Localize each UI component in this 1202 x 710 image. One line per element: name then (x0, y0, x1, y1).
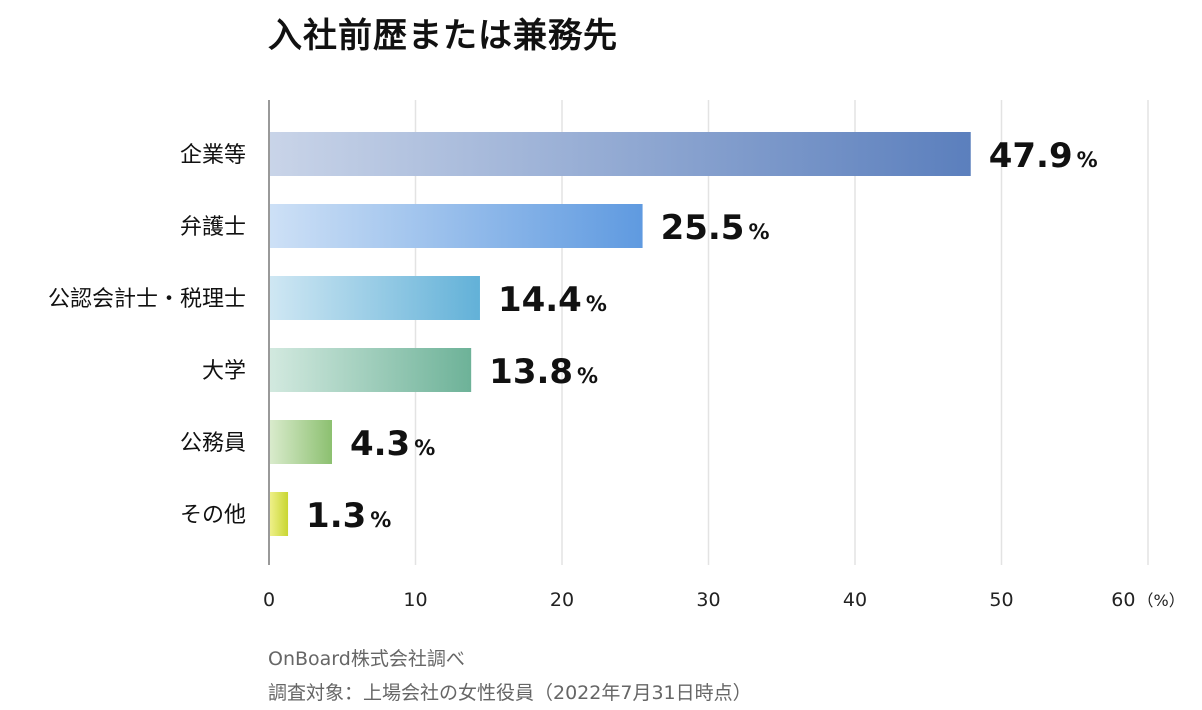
chart-title: 入社前歴または兼務先 (268, 16, 618, 56)
value-label: 14.4% (498, 280, 607, 320)
percent-sign: % (414, 436, 435, 460)
bar-5 (270, 492, 289, 536)
value-labels: 47.9 % 25.5 % 14.4 % 13.8 % 4.3 % 1.3% (306, 136, 1098, 536)
value-label: 25.5% (661, 208, 770, 248)
value-label: 1.3% (306, 496, 391, 536)
x-tick-label: 10 (403, 589, 427, 611)
percent-sign: % (370, 508, 391, 532)
value-label: 47.9% (989, 136, 1098, 176)
grid-lines (414, 100, 1149, 565)
survey-note: 調査対象：上場会社の女性役員（2022年7月31日時点） (268, 682, 752, 704)
category-label: 弁護士 (180, 215, 246, 240)
category-label: 企業等 (180, 143, 246, 168)
percent-sign: % (748, 220, 769, 244)
percent-sign: % (577, 364, 598, 388)
category-label: 公認会計士・税理士 (48, 287, 246, 312)
x-tick-label: 50 (989, 589, 1013, 611)
bar-3 (270, 348, 472, 392)
bar-4 (270, 420, 332, 464)
source-note: OnBoard株式会社調べ (268, 648, 465, 670)
bars (270, 132, 971, 536)
bar-0 (270, 132, 971, 176)
x-axis-ticks: 0 10 20 30 40 50 60 （%） (263, 589, 1185, 611)
x-tick-label: 60 （%） (1111, 589, 1184, 611)
value-label: 13.8% (489, 352, 598, 392)
value-label: 4.3% (350, 424, 435, 464)
percent-sign: % (1077, 148, 1098, 172)
x-unit-label: （%） (1137, 591, 1184, 610)
bar-1 (270, 204, 643, 248)
x-tick-label: 0 (263, 589, 275, 611)
bar-2 (270, 276, 480, 320)
x-tick-label: 40 (843, 589, 867, 611)
category-label: 大学 (202, 359, 246, 384)
x-tick-label: 30 (696, 589, 720, 611)
category-label: 公務員 (180, 431, 246, 456)
category-label: その他 (180, 503, 246, 528)
percent-sign: % (586, 292, 607, 316)
x-tick-label: 20 (550, 589, 574, 611)
